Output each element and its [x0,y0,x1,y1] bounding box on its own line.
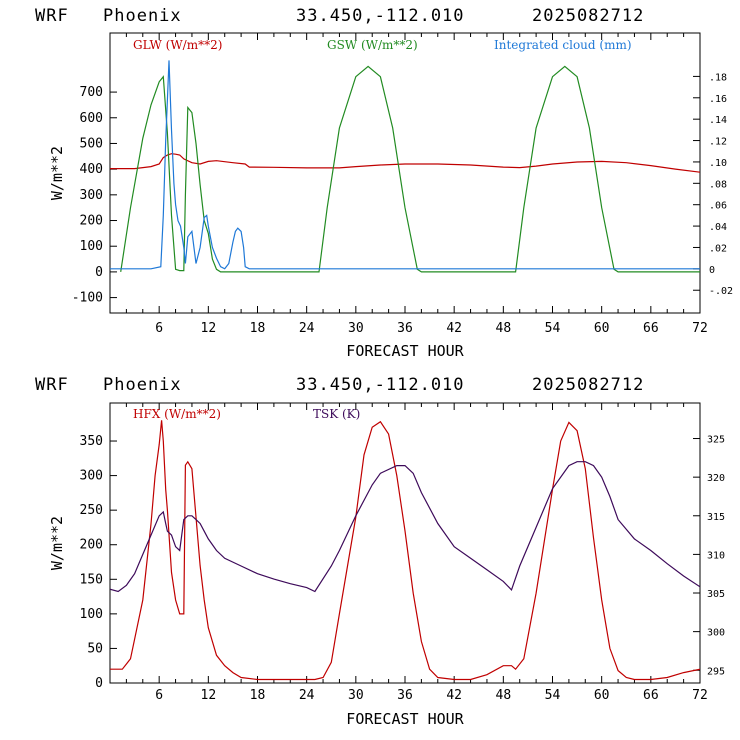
x-tick-label: 12 [201,688,217,703]
x-axis-label: FORECAST HOUR [346,342,464,360]
series-line-3 [110,60,700,270]
x-axis-label: FORECAST HOUR [346,710,464,728]
x-tick-label: 54 [545,688,561,703]
y2-tick-label: .06 [709,201,727,212]
header-model: WRF [35,375,69,395]
y2-tick-label: .12 [709,137,727,148]
y-tick-label: 600 [80,111,103,126]
legend-entry-1: HFX (W/m**2) [133,407,221,421]
y-tick-label: 100 [80,239,103,254]
x-tick-label: 18 [250,321,266,336]
x-tick-label: 66 [643,321,659,336]
header-run: 2025082712 [532,6,644,26]
y2-tick-label: .16 [709,94,727,105]
x-tick-label: 60 [594,688,610,703]
legend-entry-2: TSK (K) [313,407,360,421]
y-tick-label: 700 [80,85,103,100]
header-coords: 33.450,-112.010 [296,6,465,26]
legend-entry-1: GLW (W/m**2) [133,38,222,52]
y-tick-label: 400 [80,162,103,177]
y-tick-label: 200 [80,214,103,229]
y2-tick-label: -.02 [709,286,733,297]
x-tick-label: 12 [201,321,217,336]
x-tick-label: 48 [496,688,512,703]
legend-entry-2: GSW (W/m**2) [327,38,418,52]
y2-tick-label: .04 [709,222,727,233]
x-tick-label: 66 [643,688,659,703]
chart-panel-2: WRF Phoenix 33.450,-112.010 2025082712 6 12 18… [35,375,725,728]
x-tick-label: 18 [250,688,266,703]
x-tick-label: 72 [692,321,708,336]
y2-tick-label: 320 [707,473,725,484]
x-tick-label: 42 [446,321,462,336]
x-tick-label: 72 [692,688,708,703]
y2-tick-label: 310 [707,550,725,561]
y-tick-label: 0 [95,265,103,280]
chart-panel-1: WRF Phoenix 33.450,-112.010 2025082712 6 12 18… [35,6,733,360]
y2-tick-label: .08 [709,179,727,190]
x-tick-label: 48 [496,321,512,336]
x-tick-label: 36 [397,321,413,336]
header-run: 2025082712 [532,375,644,395]
y-tick-label: -100 [72,291,103,306]
header-coords: 33.450,-112.010 [296,375,465,395]
x-tick-label: 42 [446,688,462,703]
series-line-1 [110,153,700,173]
y-tick-label: 0 [95,676,103,691]
y-tick-label: 300 [80,469,103,484]
y-tick-label: 150 [80,572,103,587]
y2-tick-label: 0 [709,265,715,276]
x-tick-label: 24 [299,688,315,703]
x-tick-label: 30 [348,688,364,703]
y2-tick-label: .02 [709,243,727,254]
x-tick-label: 6 [155,688,163,703]
y-axis-label: W/m**2 [48,146,66,200]
x-tick-label: 24 [299,321,315,336]
y2-tick-label: 300 [707,628,725,639]
y2-tick-label: .14 [709,115,727,126]
y2-tick-label: .18 [709,72,727,83]
y2-tick-label: .10 [709,158,727,169]
x-tick-label: 6 [155,321,163,336]
legend-entry-3: Integrated cloud (mm) [494,38,632,52]
y-tick-label: 350 [80,434,103,449]
x-tick-label: 30 [348,321,364,336]
header-station: Phoenix [103,6,182,26]
y-tick-label: 100 [80,607,103,622]
x-tick-label: 54 [545,321,561,336]
series-line-1 [110,420,700,681]
y-tick-label: 50 [87,641,103,656]
x-tick-label: 36 [397,688,413,703]
y-tick-label: 500 [80,136,103,151]
y2-tick-label: 305 [707,589,725,600]
series-line-2 [110,461,700,593]
header-station: Phoenix [103,375,182,395]
y-tick-label: 300 [80,188,103,203]
series-line-2 [120,65,700,273]
x-tick-label: 60 [594,321,610,336]
y2-tick-label: 315 [707,512,725,523]
header-model: WRF [35,6,69,26]
y-tick-label: 200 [80,538,103,553]
y2-tick-label: 295 [707,666,725,677]
y-tick-label: 250 [80,503,103,518]
y2-tick-label: 325 [707,435,725,446]
y-axis-label: W/m**2 [48,516,66,570]
